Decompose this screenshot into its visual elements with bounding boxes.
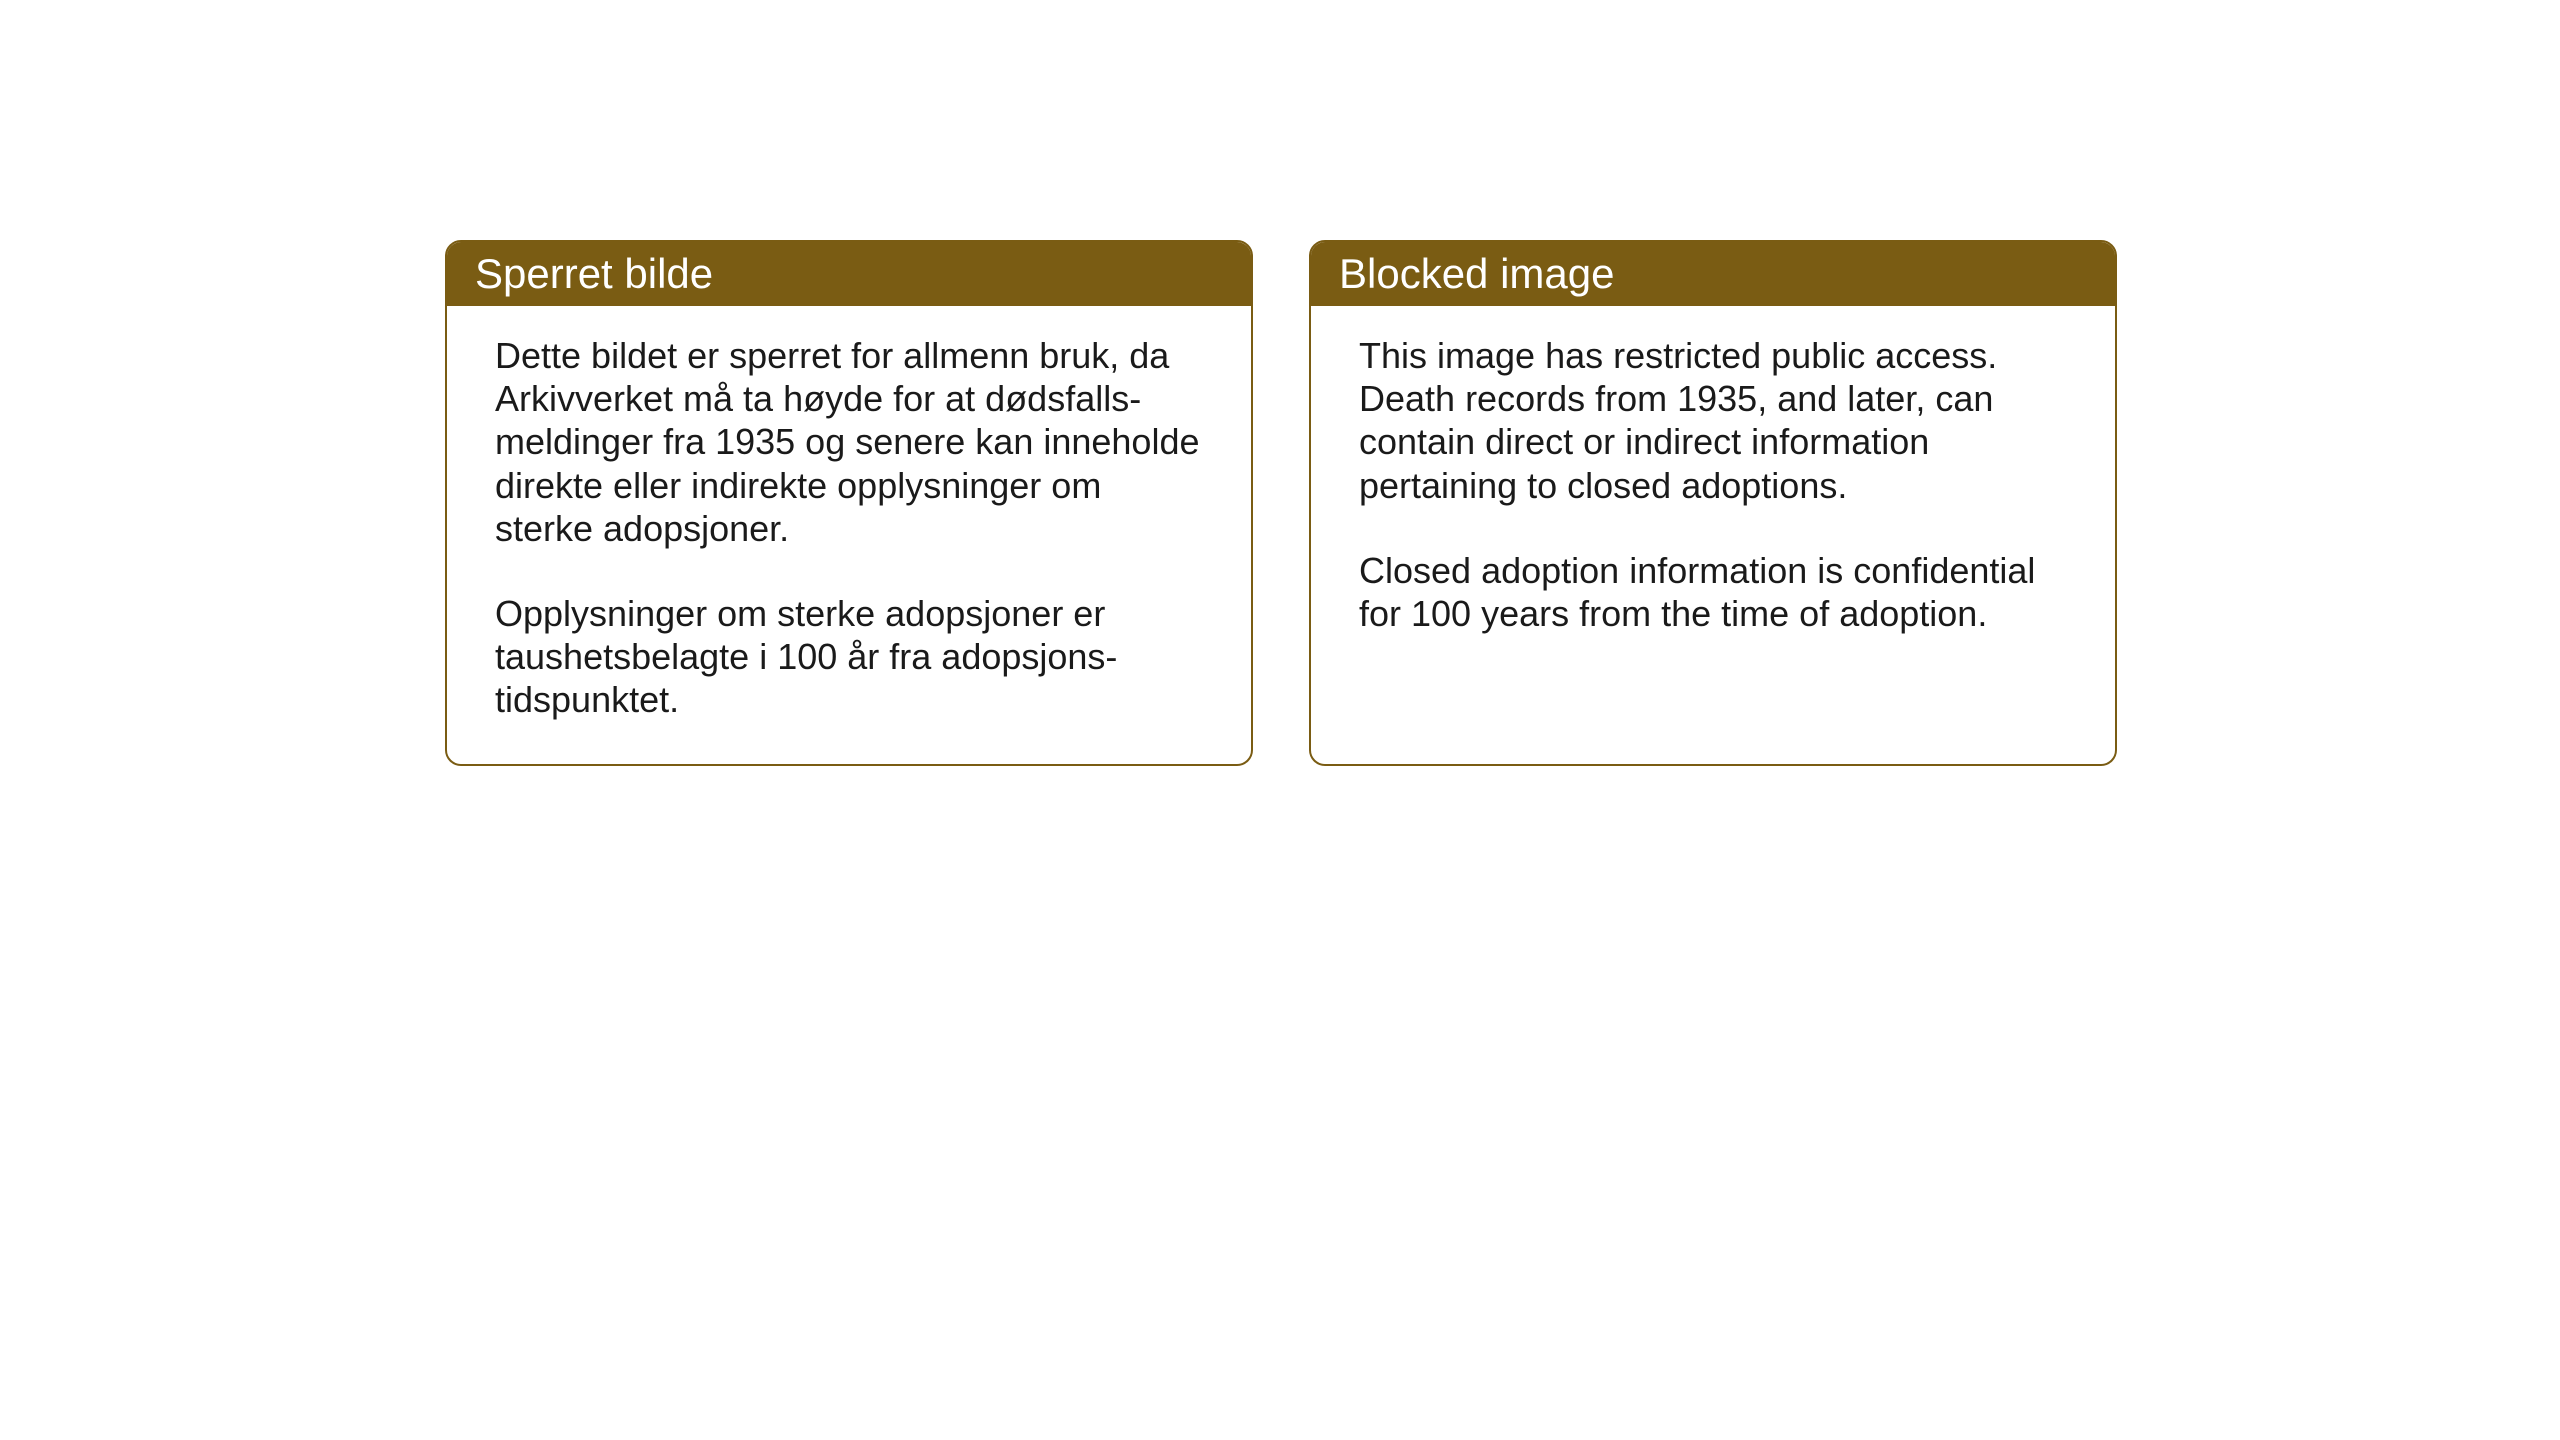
card-title-norwegian: Sperret bilde (475, 250, 713, 297)
card-paragraph-2-norwegian: Opplysninger om sterke adopsjoner er tau… (495, 592, 1203, 722)
card-paragraph-2-english: Closed adoption information is confident… (1359, 549, 2067, 635)
notice-card-norwegian: Sperret bilde Dette bildet er sperret fo… (445, 240, 1253, 766)
card-paragraph-1-english: This image has restricted public access.… (1359, 334, 2067, 507)
notice-card-english: Blocked image This image has restricted … (1309, 240, 2117, 766)
card-body-english: This image has restricted public access.… (1311, 306, 2115, 677)
card-paragraph-1-norwegian: Dette bildet er sperret for allmenn bruk… (495, 334, 1203, 550)
card-body-norwegian: Dette bildet er sperret for allmenn bruk… (447, 306, 1251, 764)
card-title-english: Blocked image (1339, 250, 1614, 297)
notice-cards-container: Sperret bilde Dette bildet er sperret fo… (445, 240, 2117, 766)
card-header-english: Blocked image (1311, 242, 2115, 306)
card-header-norwegian: Sperret bilde (447, 242, 1251, 306)
